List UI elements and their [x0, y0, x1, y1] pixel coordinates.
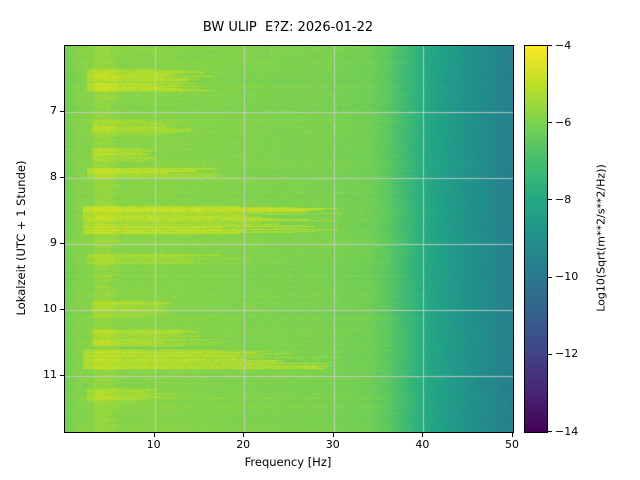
x-axis-label: Frequency [Hz] [244, 455, 332, 469]
colorbar-tick-mark [548, 122, 552, 123]
x-tick-label: 20 [236, 438, 251, 451]
x-tick-mark [154, 433, 155, 437]
spectrogram-heatmap [64, 45, 514, 433]
y-tick-mark [60, 111, 64, 112]
x-tick-mark [243, 433, 244, 437]
x-tick-mark [333, 433, 334, 437]
colorbar-tick-mark [548, 431, 552, 432]
x-tick-mark [512, 433, 513, 437]
colorbar-tick-label: −4 [555, 38, 572, 52]
colorbar-tick-label: −8 [555, 192, 572, 206]
colorbar-tick-label: −10 [555, 270, 579, 284]
colorbar-tick-mark [548, 277, 552, 278]
y-tick-label: 9 [50, 236, 57, 250]
y-axis-label: Lokalzeit (UTC + 1 Stunde) [14, 160, 28, 316]
y-tick-mark [60, 309, 64, 310]
colorbar-tick-label: −6 [555, 115, 572, 129]
y-tick-label: 8 [50, 170, 57, 184]
y-tick-mark [60, 177, 64, 178]
x-tick-label: 10 [146, 438, 161, 451]
colorbar-tick-mark [548, 199, 552, 200]
y-tick-mark [60, 375, 64, 376]
x-tick-label: 30 [325, 438, 340, 451]
x-tick-label: 50 [505, 438, 519, 451]
y-tick-mark [60, 243, 64, 244]
colorbar-tick-label: −14 [555, 424, 579, 438]
y-tick-label: 7 [50, 104, 57, 118]
colorbar-label: Log10(Sqrt(m**2/s**2/Hz)) [594, 164, 608, 312]
x-tick-label: 40 [415, 438, 430, 451]
colorbar-tick-mark [548, 45, 552, 46]
colorbar-tick-label: −12 [555, 347, 579, 361]
colorbar [524, 45, 548, 433]
chart-title: BW ULIP E?Z: 2026-01-22 [202, 20, 374, 35]
y-tick-label: 10 [43, 302, 57, 316]
y-tick-label: 11 [43, 368, 57, 382]
x-tick-mark [422, 433, 423, 437]
colorbar-tick-mark [548, 354, 552, 355]
